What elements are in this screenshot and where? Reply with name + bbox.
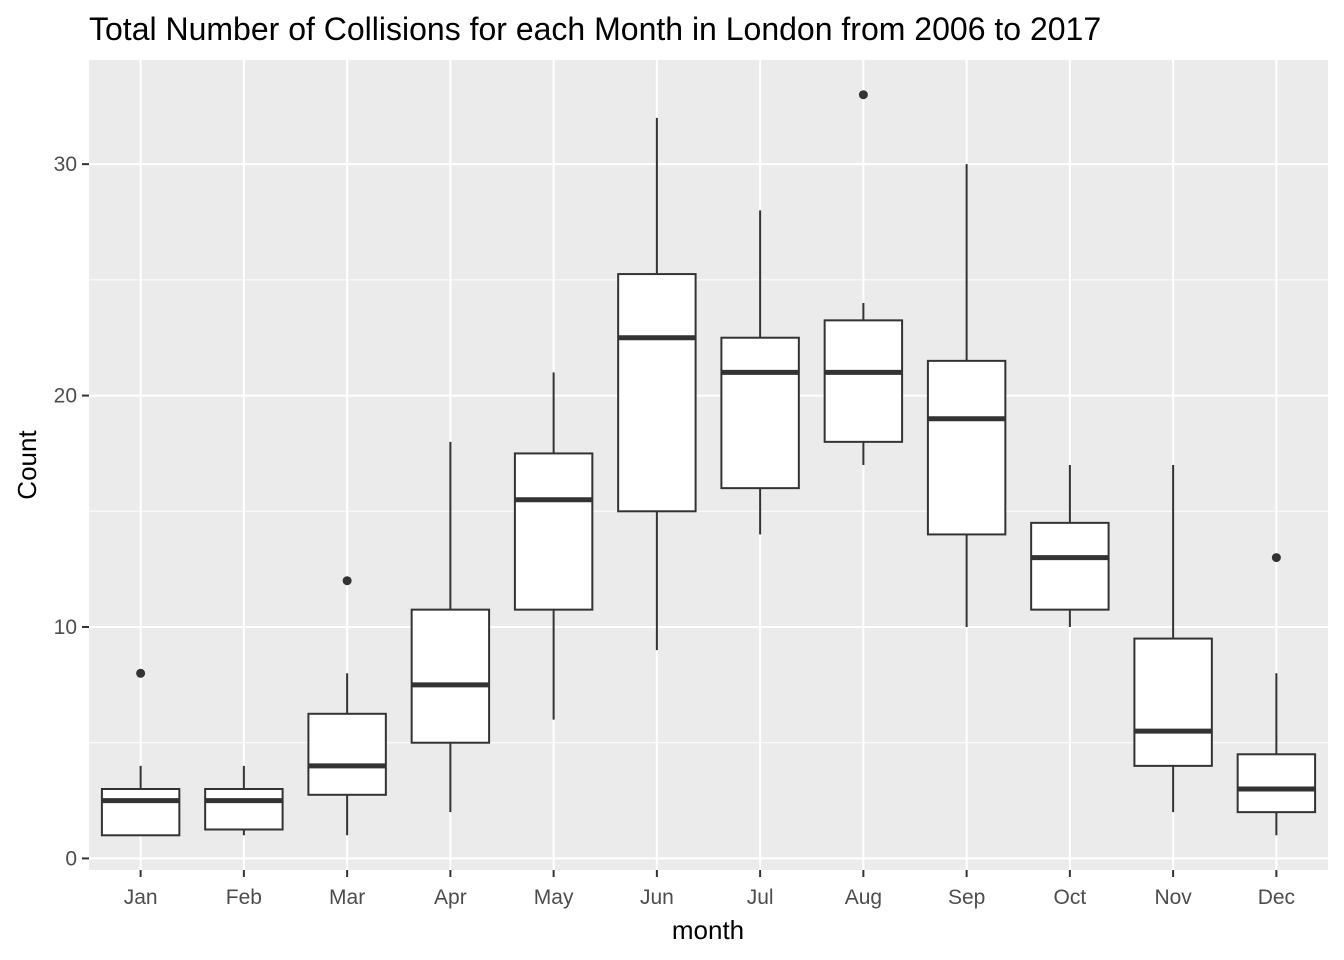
chart-title: Total Number of Collisions for each Mont…: [89, 11, 1101, 47]
x-tick-label: Feb: [226, 886, 262, 909]
x-tick-label: Nov: [1154, 886, 1192, 909]
box-apr: [410, 441, 491, 813]
box-iqr: [926, 359, 1007, 536]
box-sep: [926, 164, 1007, 627]
box-aug: [823, 90, 904, 465]
plot-panel: [89, 60, 1328, 870]
box-iqr: [100, 788, 181, 837]
y-axis-title: Count: [12, 430, 42, 500]
box-jun: [617, 117, 697, 651]
y-tick-label: 0: [65, 847, 77, 870]
y-tick-label: 30: [54, 153, 77, 176]
x-tick-label: May: [534, 886, 574, 909]
outlier-point: [136, 668, 146, 678]
box-feb: [204, 765, 284, 836]
box-iqr: [307, 712, 387, 796]
x-tick-label: Dec: [1258, 886, 1295, 909]
x-tick-label: Jan: [124, 886, 158, 909]
y-tick-label: 20: [54, 385, 77, 408]
box-mar: [307, 576, 387, 836]
box-iqr: [1030, 521, 1110, 611]
y-axis: 0 10 20 30: [54, 153, 89, 870]
outlier-point: [1271, 553, 1281, 563]
x-tick-label: Mar: [329, 886, 365, 909]
x-tick-label: Aug: [845, 886, 882, 909]
grid-minor-lines: [89, 279, 1328, 744]
box-may: [513, 372, 594, 720]
box-oct: [1030, 465, 1110, 627]
x-tick-label: Jun: [640, 886, 674, 909]
x-axis-title: month: [672, 915, 744, 945]
x-axis: Jan Feb Mar Apr May Jun Jul Aug Sep Oct Nov Dec: [124, 870, 1295, 909]
box-iqr: [720, 336, 800, 490]
x-tick-label: Apr: [434, 886, 467, 909]
outlier-point: [858, 90, 868, 100]
box-jul: [720, 210, 800, 535]
y-tick-label: 10: [54, 616, 77, 639]
box-iqr: [823, 319, 904, 443]
box-series: [100, 90, 1317, 837]
box-iqr: [513, 452, 594, 611]
x-tick-label: Sep: [948, 886, 985, 909]
box-dec: [1236, 553, 1317, 836]
x-tick-label: Jul: [747, 886, 774, 909]
box-jan: [100, 668, 181, 837]
box-iqr: [617, 273, 697, 513]
box-iqr: [204, 788, 284, 831]
box-nov: [1133, 465, 1213, 813]
x-tick-label: Oct: [1054, 886, 1087, 909]
box-iqr: [1236, 753, 1317, 814]
box-iqr: [1133, 637, 1213, 767]
box-iqr: [410, 608, 491, 744]
outlier-point: [342, 576, 352, 586]
